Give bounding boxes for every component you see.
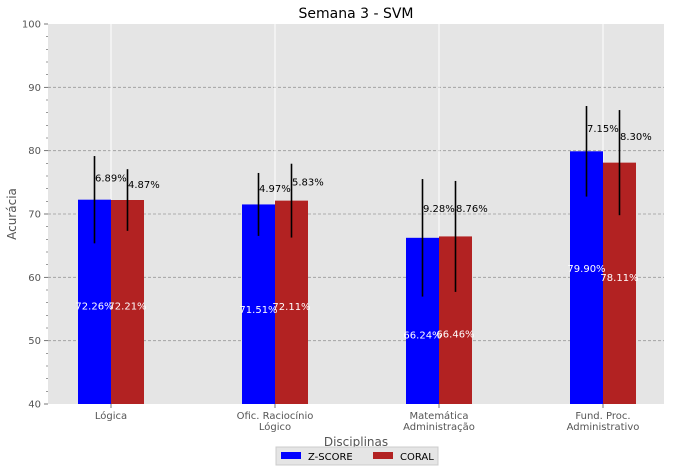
x-axis-ticks: Lógica Ofic. RaciocínioLógicoMatemáticaAd…	[95, 404, 640, 433]
x-tick-label: Lógico	[259, 421, 291, 433]
error-bars	[93, 106, 621, 297]
x-tick-label: Lógica	[95, 410, 127, 422]
error-label-1-2: 8.76%	[456, 204, 488, 215]
legend-label-z-score: Z-SCORE	[308, 452, 353, 463]
value-label-1-0: 72.21%	[108, 302, 146, 313]
y-tick-label: 60	[28, 273, 41, 284]
value-label-1-3: 78.11%	[600, 273, 638, 284]
error-label-0-3: 7.15%	[587, 124, 619, 135]
legend-label-coral: CORAL	[400, 452, 434, 463]
error-label-0-1: 4.97%	[259, 184, 291, 195]
y-tick-label: 40	[28, 400, 41, 411]
y-tick-label: 100	[22, 20, 41, 31]
value-label-0-1: 71.51%	[239, 305, 277, 316]
legend: Z-SCORE CORAL	[275, 446, 439, 466]
x-tick-label: Administrativo	[567, 422, 640, 433]
error-label-1-3: 8.30%	[620, 132, 652, 143]
value-label-0-2: 66.24%	[403, 331, 441, 342]
y-axis-title: Acurácia	[5, 188, 19, 240]
x-tick-label: Administração	[403, 422, 475, 433]
x-tick-label: Fund. Proc.	[575, 411, 630, 422]
value-label-0-3: 79.90%	[567, 264, 605, 275]
error-label-1-1: 5.83%	[292, 178, 324, 189]
bar-1-0	[111, 200, 144, 404]
value-label-0-0: 72.26%	[75, 301, 113, 312]
data-labels: 72.26%6.89%71.51%4.97%66.24%9.28%79.90%7…	[75, 124, 651, 341]
error-label-0-2: 9.28%	[423, 204, 455, 215]
x-axis-title: Disciplinas	[324, 435, 388, 449]
x-tick-label: Matemática	[409, 410, 468, 422]
bar-0-1	[242, 204, 275, 404]
legend-swatch-coral	[373, 452, 393, 459]
y-axis-ticks: 40 50 60 70 80 90 100	[22, 20, 48, 411]
legend-box	[275, 446, 439, 466]
legend-swatch-z-score	[281, 452, 301, 459]
chart-title: Semana 3 - SVM	[298, 6, 413, 22]
y-tick-label: 50	[28, 336, 41, 347]
y-tick-label: 90	[28, 83, 41, 94]
value-label-1-1: 72.11%	[272, 302, 310, 313]
value-label-1-2: 66.46%	[436, 330, 474, 341]
x-tick-label: Ofic. Raciocínio	[237, 410, 314, 422]
error-label-0-0: 6.89%	[95, 173, 127, 184]
y-tick-label: 80	[28, 146, 41, 157]
y-tick-label: 70	[28, 210, 41, 221]
error-label-1-0: 4.87%	[128, 180, 160, 191]
